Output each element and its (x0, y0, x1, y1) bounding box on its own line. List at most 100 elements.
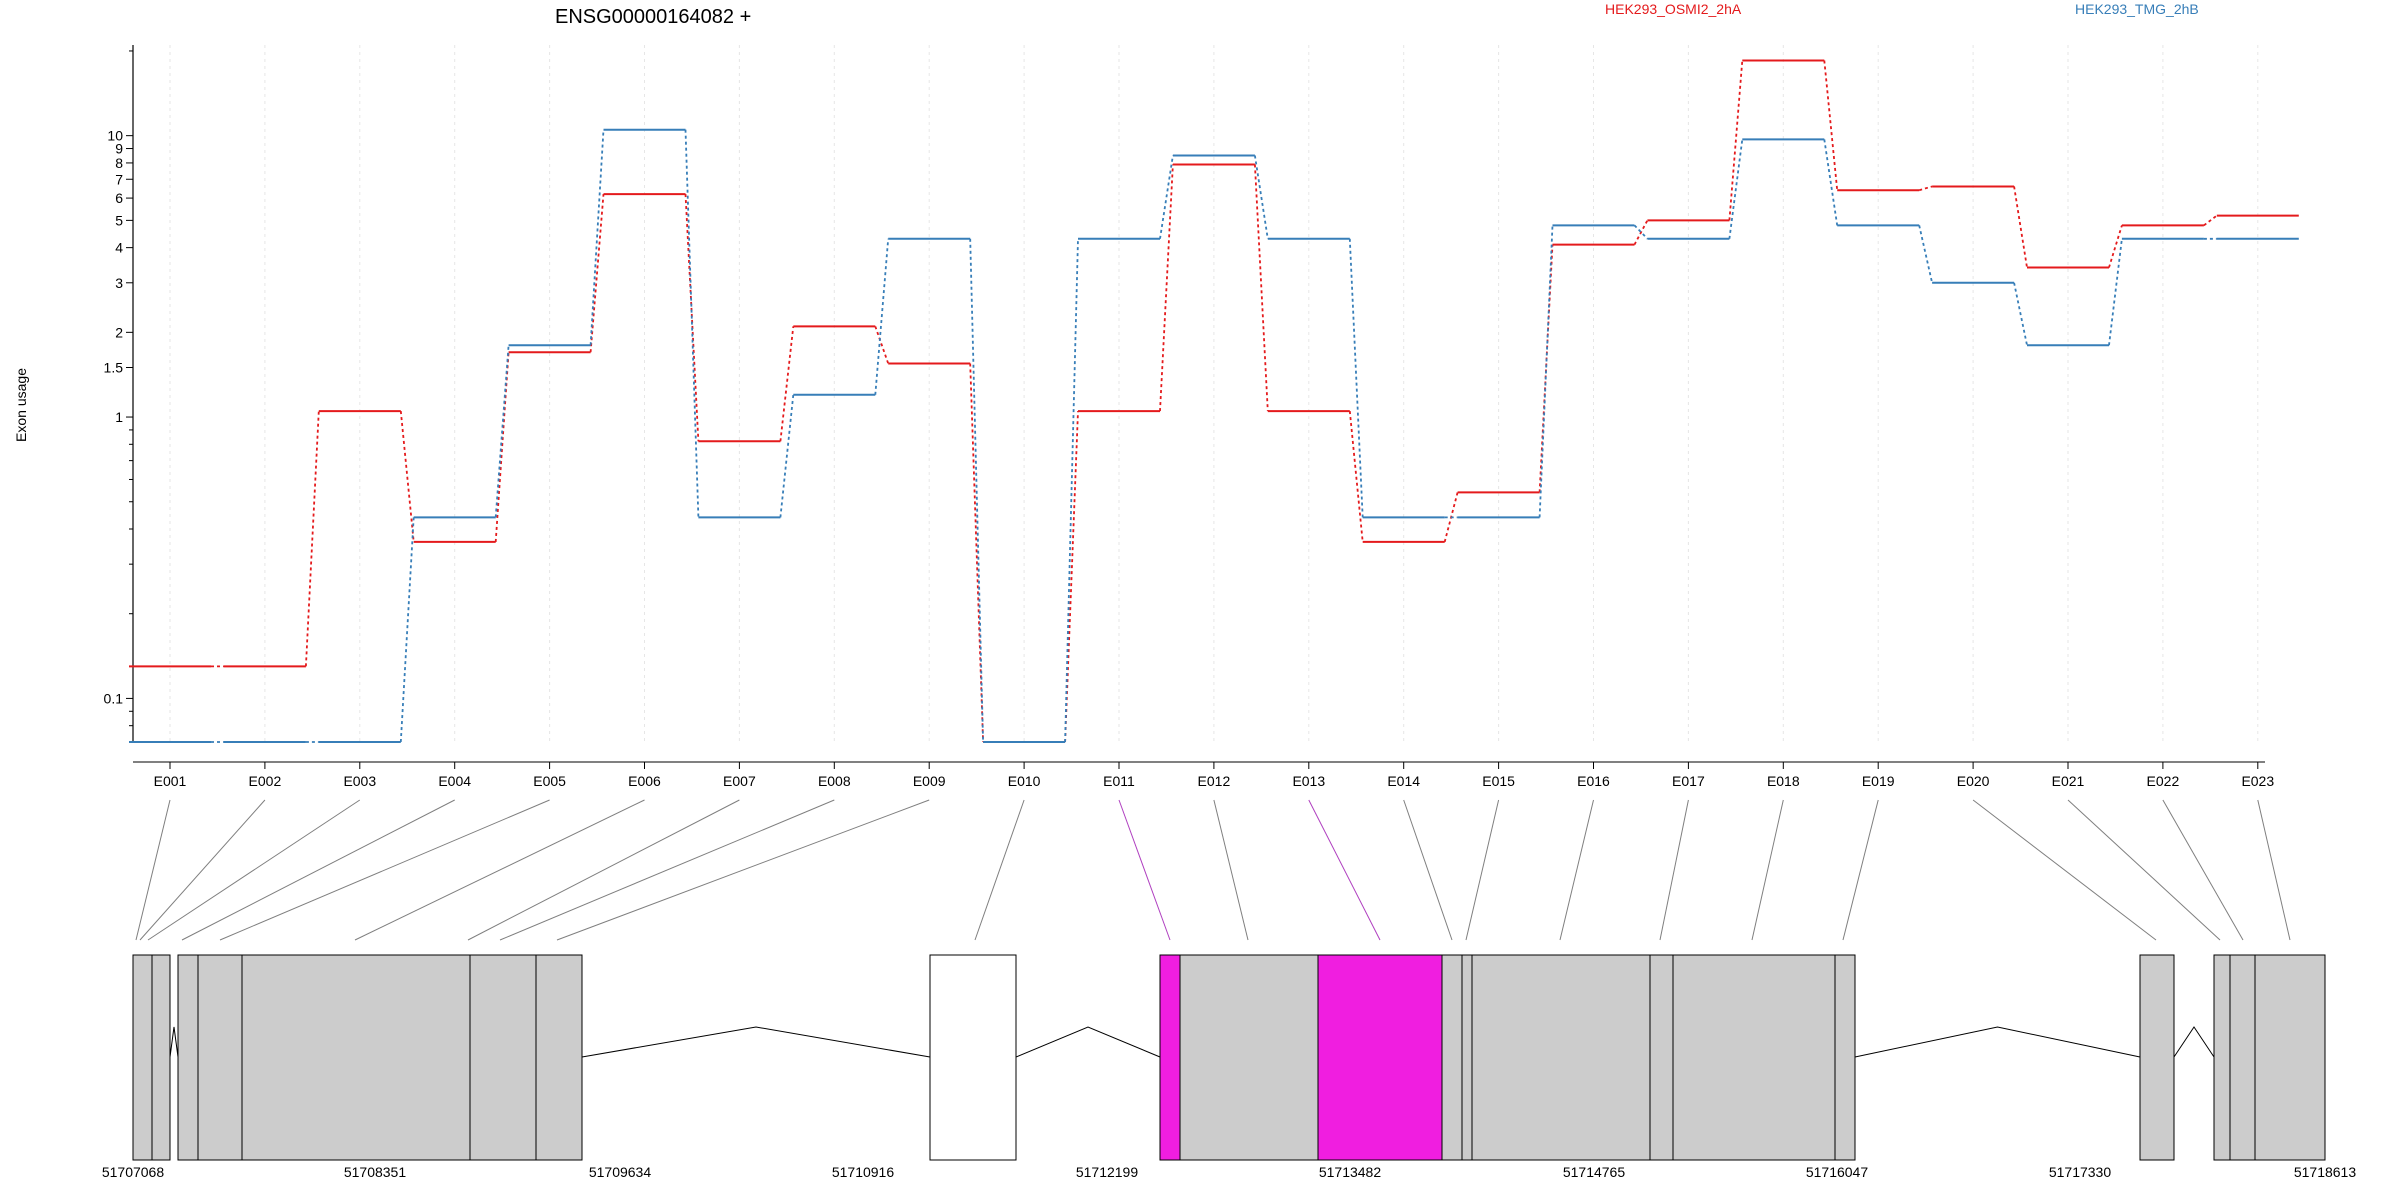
series-1-connector (2013, 186, 2028, 268)
coordinate-label: 51713482 (1319, 1164, 1382, 1180)
series-2-connector (969, 238, 984, 743)
series-2-connector (494, 345, 510, 518)
exon-block (1179, 954, 1319, 1161)
exon-connector (556, 799, 930, 941)
series-2-connector (1064, 238, 1079, 743)
x-tick-label: E014 (1387, 773, 1420, 789)
exon-block (1672, 954, 1836, 1161)
series-1-connector (589, 194, 605, 353)
exon-connector (2162, 799, 2244, 941)
y-tick-label: 5 (115, 212, 123, 228)
y-tick-label: 2 (115, 324, 123, 340)
y-tick-label: 10 (107, 128, 123, 144)
x-tick-label: E018 (1767, 773, 1800, 789)
connector-lines (135, 799, 2291, 941)
exon-connector (354, 799, 645, 941)
series-1-connector (1918, 185, 1933, 192)
y-tick-label: 9 (115, 141, 123, 157)
x-tick-label: E008 (818, 773, 851, 789)
series-1-connector (874, 326, 890, 364)
exon-connector (2067, 799, 2221, 941)
series-1-connector (1823, 60, 1839, 191)
series-2-connector (2108, 238, 2123, 346)
x-tick-label: E006 (628, 773, 661, 789)
series-1-connector (494, 352, 510, 542)
series-2-connector (1538, 225, 1554, 518)
series-1-connector (684, 194, 700, 442)
series-2-connector (589, 129, 605, 346)
exon-block (2213, 954, 2231, 1161)
exon-block (151, 954, 171, 1161)
exon-connector (1559, 799, 1594, 941)
coordinate-label: 51707068 (102, 1164, 165, 1180)
y-tick-label: 8 (115, 155, 123, 171)
exon-connector (1659, 799, 1689, 941)
exon-connector (139, 799, 266, 941)
series-lines (129, 59, 2299, 743)
exon-block (132, 954, 153, 1161)
series-1-connector (2203, 214, 2218, 227)
series-2-connector (1159, 155, 1174, 239)
exon-connector (1751, 799, 1784, 941)
x-tick-label: E001 (154, 773, 187, 789)
coordinate-axis: 51707068 51708351 51709634 51710916 51712199… (102, 1164, 2357, 1180)
intron-line (581, 1026, 931, 1058)
exon-block (1441, 954, 1463, 1161)
exon-connector (1842, 799, 1879, 941)
intron-line (2173, 1026, 2215, 1058)
y-tick-label: 4 (115, 240, 123, 256)
x-tick-label: E022 (2147, 773, 2180, 789)
legend-series-1: HEK293_OSMI2_2hA (1605, 1, 1742, 17)
y-tick-label: 1 (115, 409, 123, 425)
x-tick-label: E013 (1292, 773, 1325, 789)
coordinate-label: 51718613 (2294, 1164, 2357, 1180)
exon-block (469, 954, 537, 1161)
series-2-connector (2013, 282, 2028, 346)
x-tick-label: E021 (2052, 773, 2085, 789)
x-tick-label: E012 (1198, 773, 1231, 789)
coordinate-label: 51714765 (1563, 1164, 1626, 1180)
exon-connector (1465, 799, 1500, 941)
series-1-connector (305, 411, 320, 667)
series-2-connector (1823, 139, 1839, 226)
series-1-connector (1538, 244, 1554, 493)
coordinate-label: 51709634 (589, 1164, 652, 1180)
exon-block (1461, 954, 1473, 1161)
x-tick-label: E004 (438, 773, 471, 789)
x-tick-label: E010 (1008, 773, 1041, 789)
x-tick-label: E016 (1577, 773, 1610, 789)
x-tick-label: E023 (2241, 773, 2274, 789)
x-tick-label: E005 (533, 773, 566, 789)
x-tick-label: E019 (1862, 773, 1895, 789)
y-tick-label: 6 (115, 190, 123, 206)
exon-connector (1308, 799, 1381, 941)
x-tick-label: E020 (1957, 773, 1990, 789)
x-tick-label: E011 (1103, 773, 1135, 789)
series-1-connector (1728, 60, 1744, 221)
intron-line (169, 1026, 179, 1058)
series-1-connector (1633, 219, 1649, 246)
series-1-connector (399, 410, 415, 542)
highlighted-exon (1317, 954, 1443, 1161)
exon-connector (2257, 799, 2291, 941)
coordinate-label: 51710916 (832, 1164, 895, 1180)
coordinate-label: 51712199 (1076, 1164, 1139, 1180)
exon-connector (147, 799, 361, 941)
exon-connector (181, 799, 455, 941)
series-2-connector (874, 238, 890, 395)
gene-model (132, 954, 2326, 1161)
coordinate-label: 51708351 (344, 1164, 407, 1180)
exon-connector (1972, 799, 2157, 941)
exon-block (2254, 954, 2326, 1161)
series-1-connector (779, 326, 795, 442)
exon-connector (219, 799, 550, 941)
exon-connector (499, 799, 835, 941)
legend-series-2: HEK293_TMG_2hB (2075, 1, 2199, 17)
exon-block (241, 954, 471, 1161)
y-axis-label: Exon usage (13, 368, 29, 442)
x-tick-label: E009 (913, 773, 946, 789)
exon-block (535, 954, 583, 1161)
exon-connector (1213, 799, 1249, 941)
